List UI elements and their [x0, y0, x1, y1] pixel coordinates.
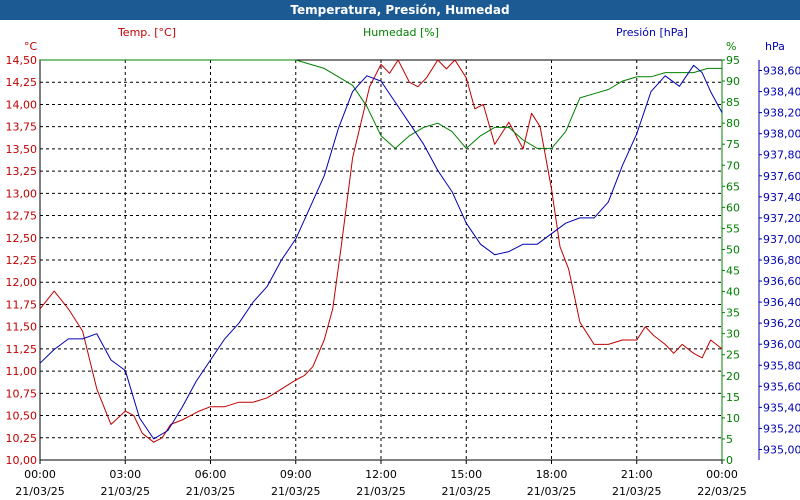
hum-tick-label: 95: [726, 54, 740, 67]
hum-tick-label: 50: [726, 243, 740, 256]
hum-tick-label: 35: [726, 307, 740, 320]
hum-tick-label: 65: [726, 180, 740, 193]
grid: [39, 59, 723, 461]
hum-tick-label: 75: [726, 138, 740, 151]
temp-tick-label: 11,00: [6, 365, 38, 378]
x-tick-label-date: 21/03/25: [101, 485, 150, 498]
hum-tick-label: 85: [726, 96, 740, 109]
x-tick-label-date: 22/03/25: [697, 485, 746, 498]
temp-tick-label: 13,25: [6, 165, 38, 178]
pres-tick-label: 937,40: [763, 191, 800, 204]
temp-tick-label: 13,50: [6, 143, 38, 156]
hum-tick-label: 0: [726, 454, 733, 467]
x-tick-label-date: 21/03/25: [271, 485, 320, 498]
temp-tick-label: 10,50: [6, 410, 38, 423]
x-tick-label-date: 21/03/25: [527, 485, 576, 498]
hum-tick-label: 80: [726, 117, 740, 130]
pres-tick-label: 937,00: [763, 233, 800, 246]
pres-tick-label: 938,00: [763, 128, 800, 141]
pressure-line: [39, 64, 723, 440]
axes: 10,00 10,25 10,50 10,75 11,00 11,25 11,50 11,75…: [6, 26, 800, 498]
temp-tick-label: 12,75: [6, 210, 38, 223]
x-tick-label-time: 15:00: [450, 468, 482, 481]
temp-tick-label: 11,75: [6, 298, 38, 311]
pres-tick-label: 937,80: [763, 149, 800, 162]
temp-tick-label: 13,75: [6, 121, 38, 134]
hum-axis-title: Humedad [%]: [363, 26, 439, 39]
pres-tick-label: 936,60: [763, 275, 800, 288]
x-tick-label-date: 21/03/25: [612, 485, 661, 498]
temp-tick-label: 12,00: [6, 276, 38, 289]
temp-tick-label: 12,25: [6, 254, 38, 267]
pres-axis-title: Presión [hPa]: [616, 26, 688, 39]
hum-tick-label: 15: [726, 391, 740, 404]
x-tick-label-time: 21:00: [621, 468, 653, 481]
x-tick-label-date: 21/03/25: [356, 485, 405, 498]
x-tick-label-date: 21/03/25: [442, 485, 491, 498]
temp-unit-label: °C: [24, 40, 38, 53]
temp-tick-label: 13,00: [6, 187, 38, 200]
hum-tick-label: 70: [726, 159, 740, 172]
pres-tick-label: 935,80: [763, 359, 800, 372]
x-tick-label-time: 12:00: [365, 468, 397, 481]
x-tick-label-time: 09:00: [280, 468, 312, 481]
chart-title: Temperatura, Presión, Humedad: [0, 0, 800, 20]
hum-tick-label: 90: [726, 75, 740, 88]
pres-unit-label: hPa: [765, 40, 785, 53]
hum-tick-label: 20: [726, 370, 740, 383]
x-tick-label-time: 00:00: [24, 468, 56, 481]
x-tick-label-time: 06:00: [195, 468, 227, 481]
temp-tick-label: 11,50: [6, 321, 38, 334]
hum-unit-label: %: [726, 40, 736, 53]
x-tick-label-date: 21/03/25: [186, 485, 235, 498]
pres-tick-label: 935,60: [763, 380, 800, 393]
hum-tick-label: 30: [726, 328, 740, 341]
hum-tick-label: 25: [726, 349, 740, 362]
hum-tick-label: 55: [726, 222, 740, 235]
hum-tick-label: 5: [726, 433, 733, 446]
pres-tick-label: 936,20: [763, 317, 800, 330]
temp-tick-label: 12,50: [6, 232, 38, 245]
x-tick-label-time: 18:00: [536, 468, 568, 481]
temp-tick-label: 14,25: [6, 76, 38, 89]
hum-tick-label: 45: [726, 265, 740, 278]
temp-tick-label: 10,75: [6, 387, 38, 400]
pres-tick-label: 936,00: [763, 338, 800, 351]
temp-axis-title: Temp. [°C]: [117, 26, 176, 39]
pres-tick-label: 938,40: [763, 86, 800, 99]
pres-tick-label: 937,60: [763, 170, 800, 183]
temp-tick-label: 10,00: [6, 454, 38, 467]
pres-tick-label: 936,80: [763, 254, 800, 267]
temp-tick-label: 11,25: [6, 343, 38, 356]
hum-tick-label: 40: [726, 286, 740, 299]
pres-tick-label: 937,20: [763, 212, 800, 225]
x-tick-label-time: 03:00: [109, 468, 141, 481]
pres-tick-label: 936,40: [763, 296, 800, 309]
temp-tick-label: 14,00: [6, 98, 38, 111]
series-lines: [39, 59, 723, 443]
temp-tick-label: 10,25: [6, 432, 38, 445]
pres-tick-label: 938,60: [763, 65, 800, 78]
temp-tick-label: 14,50: [6, 54, 38, 67]
pres-tick-label: 935,00: [763, 443, 800, 456]
pres-tick-label: 935,40: [763, 401, 800, 414]
x-tick-label-time: 00:00: [706, 468, 738, 481]
pres-tick-label: 938,20: [763, 107, 800, 120]
x-tick-label-date: 21/03/25: [15, 485, 64, 498]
pres-tick-label: 935,20: [763, 422, 800, 435]
hum-tick-label: 60: [726, 201, 740, 214]
hum-tick-label: 10: [726, 412, 740, 425]
